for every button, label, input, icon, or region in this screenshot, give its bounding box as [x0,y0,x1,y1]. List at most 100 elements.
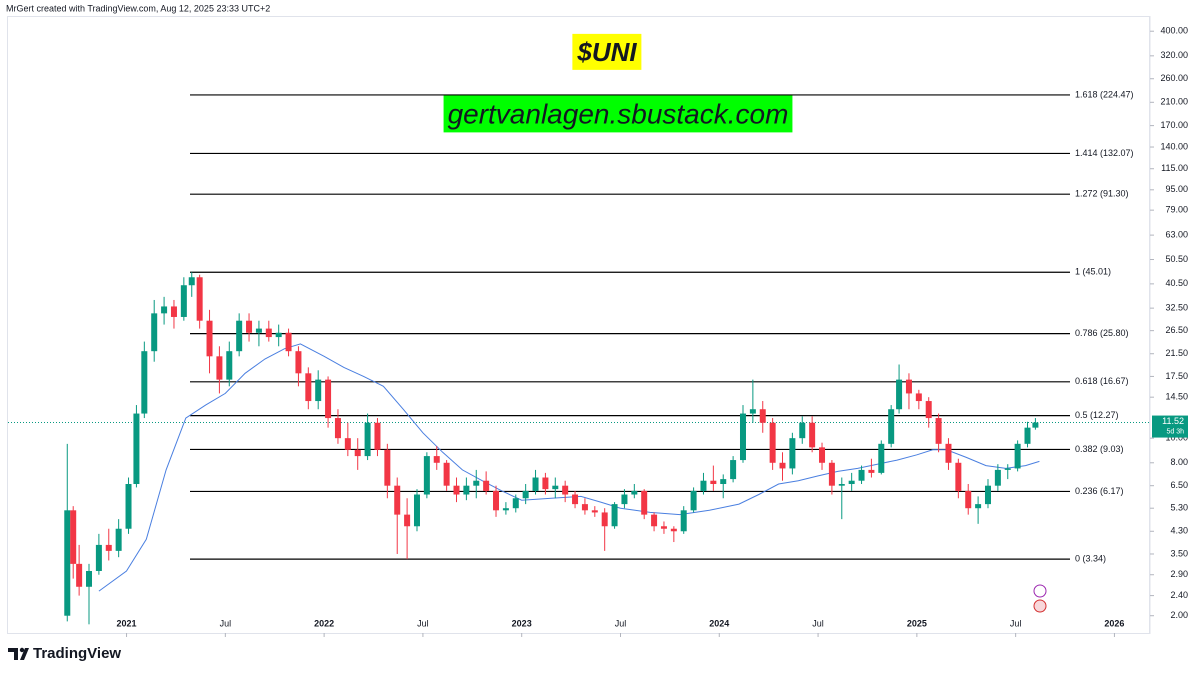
candle-body [364,422,371,457]
candle [868,458,875,478]
candle [925,397,932,428]
candle [601,508,608,551]
fib-label: 1 (45.01) [1075,267,1111,277]
candle [878,440,885,475]
candle [591,506,598,517]
candle [700,472,707,495]
candle-body [374,422,381,450]
candle-body [789,438,796,469]
y-tick-label: 4.30 [1170,526,1188,536]
candle [115,519,122,558]
candle-body [125,484,132,529]
fib-label: 1.272 (91.30) [1075,189,1129,199]
candle-body [1014,443,1021,469]
candle [502,502,509,515]
candle-body [896,379,903,410]
candle-body [868,469,875,473]
candle-body [955,462,962,491]
candle-body [965,490,972,509]
candle [848,472,855,491]
candle-body [151,313,158,352]
candle [325,376,332,428]
candle-body [180,285,187,317]
candle [151,299,158,362]
y-tick-label: 3.50 [1170,548,1188,558]
candle-body [502,508,509,511]
candle [838,477,845,520]
candle [819,442,826,470]
candle-body [216,356,223,380]
candle-body [522,490,529,499]
y-tick-label: 260.00 [1160,73,1188,83]
y-tick-label: 50.50 [1165,254,1188,264]
candle-body [631,490,638,495]
candle-body [334,418,341,439]
icon-events[interactable] [1033,584,1047,598]
candle-body [1032,422,1039,428]
candle-body [769,422,776,463]
candle [710,465,717,491]
candle-body [188,277,195,286]
candle [374,418,381,457]
candle-body [984,485,991,505]
candle-body [690,490,697,511]
x-tick-label: 2026 [1104,618,1124,628]
candle [769,418,776,470]
countdown: 5d 3h [1166,428,1184,435]
chart-subtitle: gertvanlagen.sbustack.com [448,98,789,129]
candle [404,498,411,560]
icon-flag[interactable] [1033,599,1047,613]
candle [334,409,341,444]
x-tick-label: Jul [220,618,232,628]
candle [945,438,952,470]
candle-body [680,510,687,532]
candle [779,452,786,481]
fib-label: 0.382 (9.03) [1075,444,1124,454]
candle [95,533,102,575]
x-tick-label: Jul [417,618,429,628]
candle-body [394,485,401,515]
y-tick-label: 26.50 [1165,325,1188,335]
candle [443,460,450,491]
candle-body [473,480,480,486]
candle [125,477,132,534]
candle [305,367,312,410]
candle-body [76,563,83,587]
candle-body [975,504,982,509]
fib-label: 0 (3.34) [1075,554,1106,564]
candle-body [621,494,628,505]
candle [133,405,140,488]
candle [493,485,500,517]
candle-body [483,480,490,491]
candle-body [905,379,912,394]
candle-body [236,320,243,352]
candle [188,272,195,297]
candle [433,446,440,470]
candle [265,320,272,342]
candle-body [463,485,470,495]
candle-body [206,320,213,357]
candle [70,506,77,579]
candle [935,413,942,453]
candle [905,373,912,410]
candle-body [512,498,519,509]
fib-label: 1.414 (132.07) [1075,148,1134,158]
candle-body [433,456,440,463]
header: MrGert created with TradingView.com, Aug… [6,3,270,13]
candle [720,474,727,499]
candle-body [325,379,332,419]
brand: TradingView [33,645,121,662]
candle [888,405,895,448]
candle-body [994,469,1001,486]
y-tick-label: 14.50 [1165,392,1188,402]
candle-body [196,277,203,321]
y-tick-label: 2.40 [1170,590,1188,600]
candle-body [552,485,559,490]
candle [799,416,806,444]
candle [216,346,223,394]
candle [828,460,835,495]
candle [364,413,371,461]
candle-body [809,422,816,448]
candle [236,313,243,357]
candle [170,299,177,329]
